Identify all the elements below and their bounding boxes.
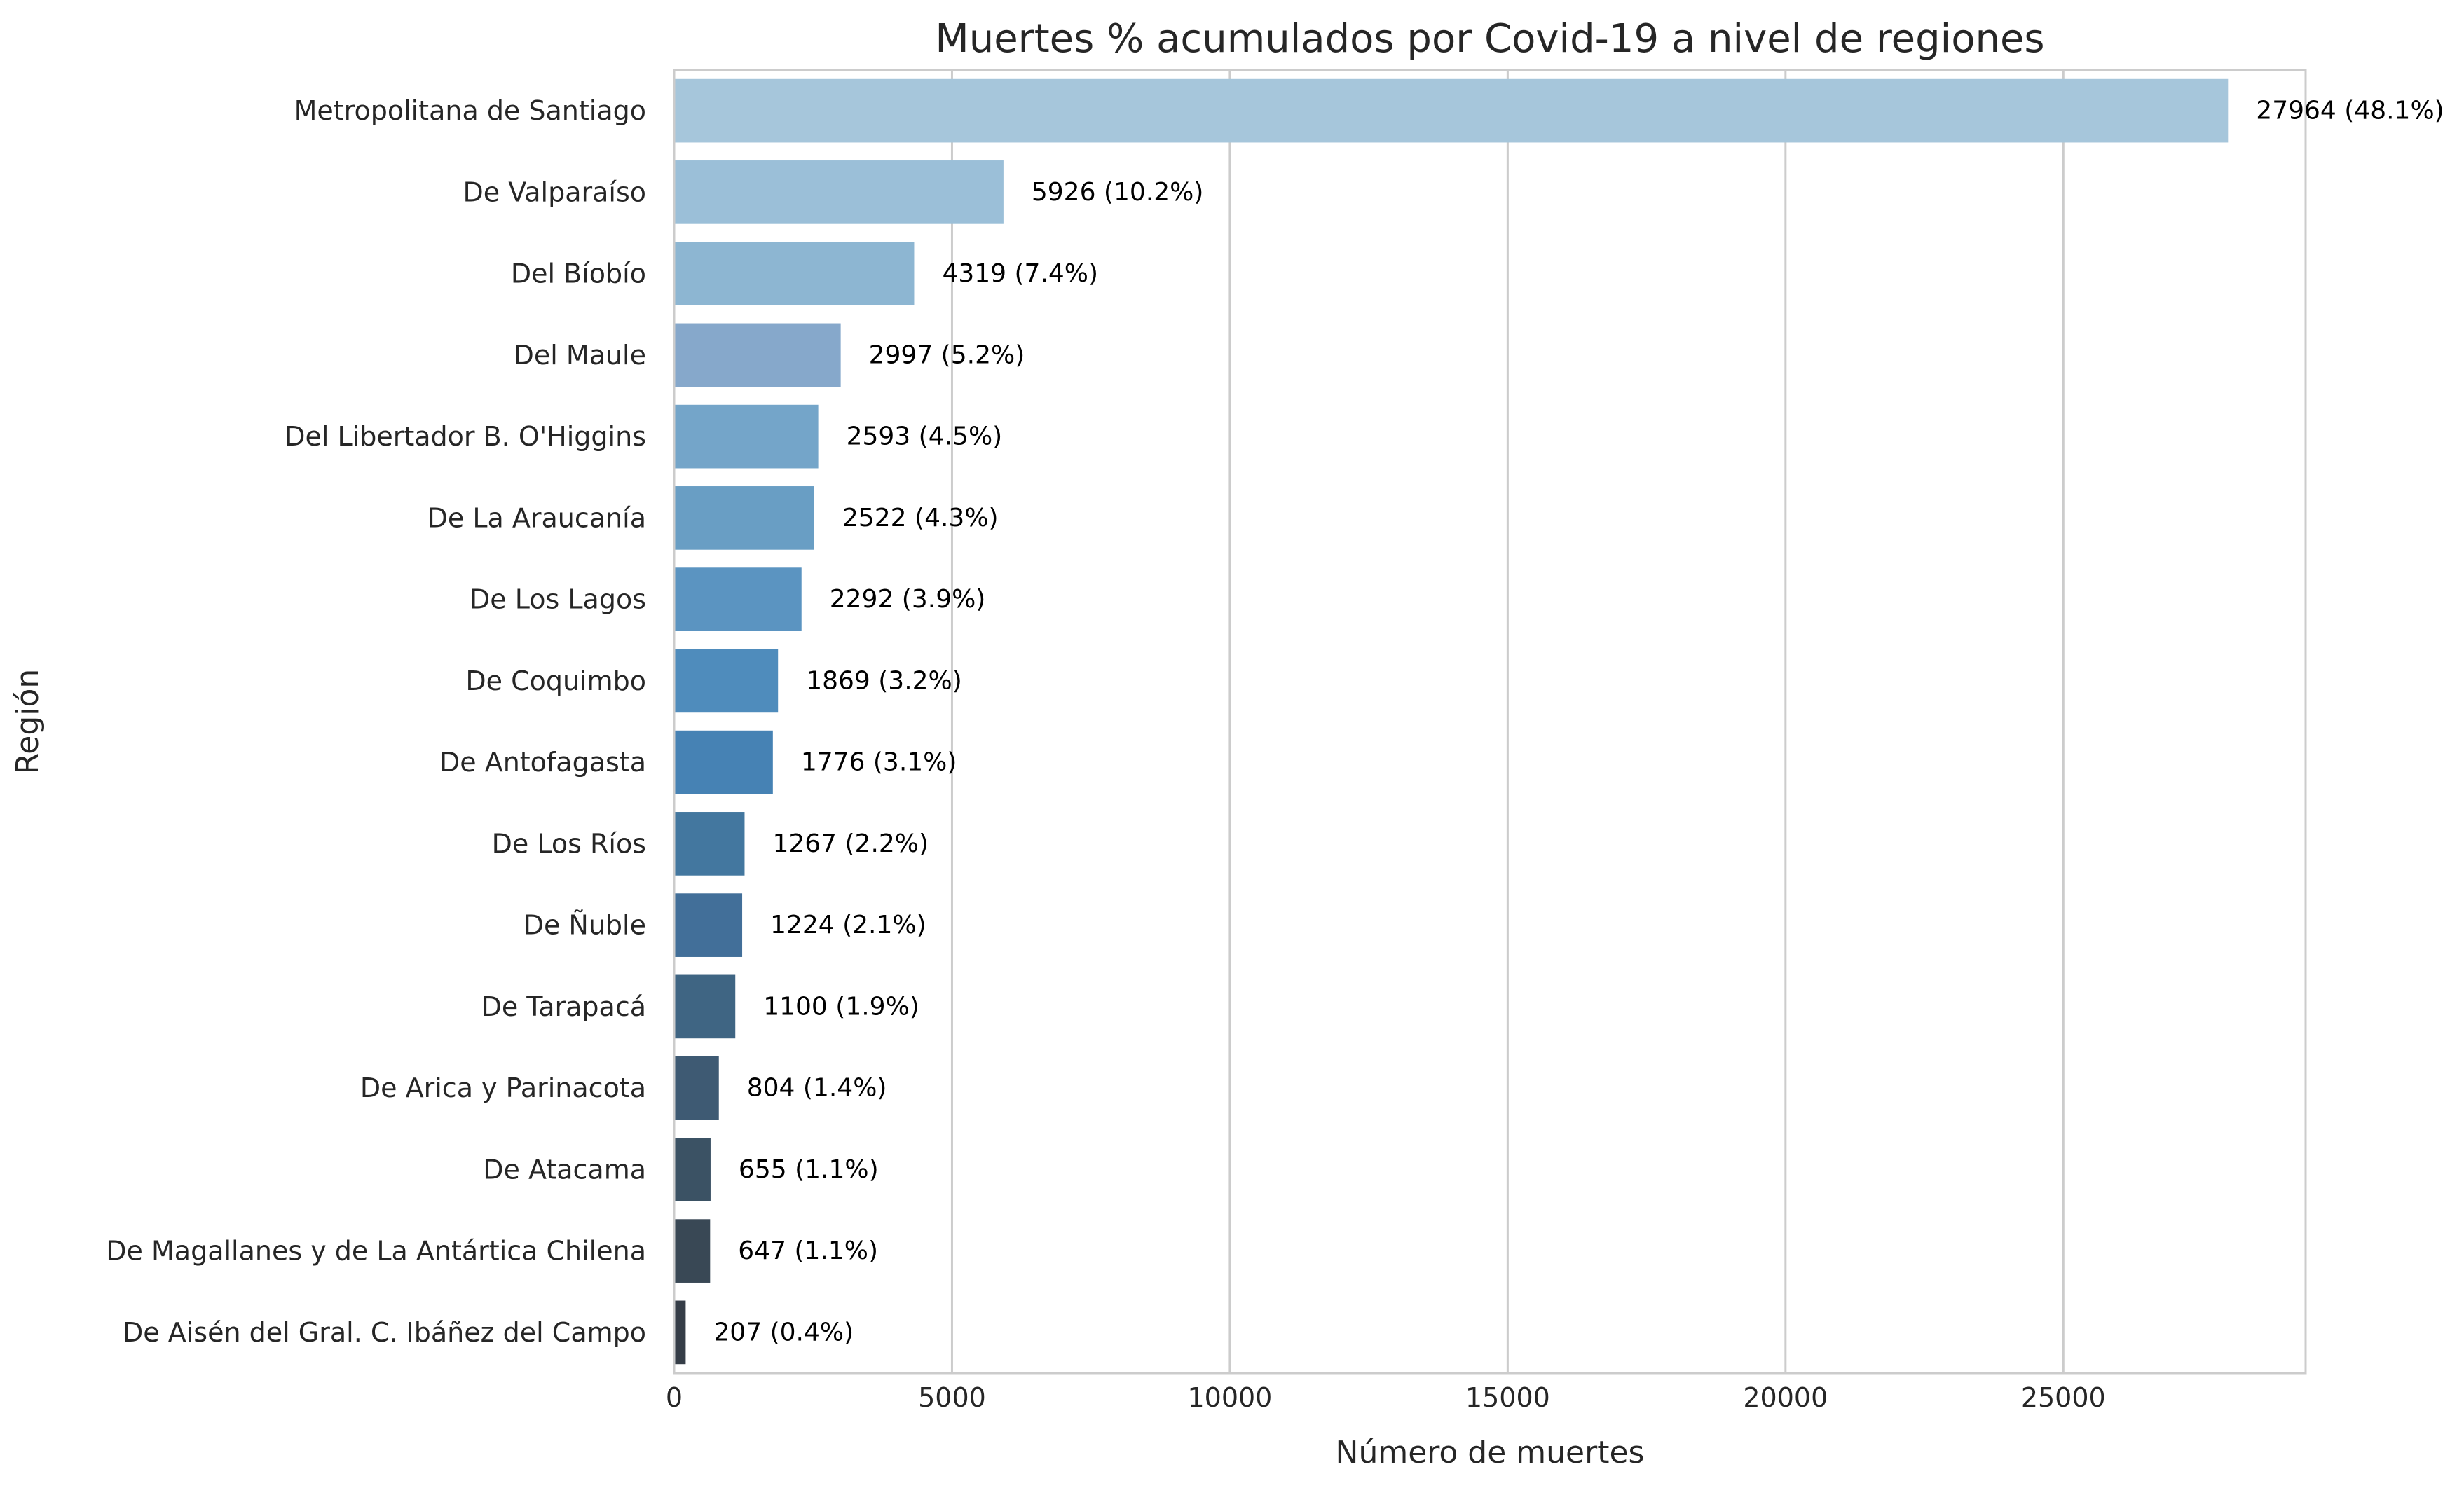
x-tick-label: 10000 — [1187, 1382, 1272, 1413]
chart-title: Muertes % acumulados por Covid-19 a nive… — [935, 16, 2044, 62]
x-tick-label: 15000 — [1465, 1382, 1550, 1413]
data-label: 2292 (3.9%) — [830, 585, 986, 614]
bar — [674, 730, 773, 794]
data-label: 1100 (1.9%) — [763, 992, 919, 1021]
bar — [674, 812, 745, 876]
data-label: 27964 (48.1%) — [2256, 97, 2444, 125]
x-tick-label: 20000 — [1743, 1382, 1828, 1413]
data-label: 1776 (3.1%) — [801, 748, 957, 777]
bar — [674, 1056, 719, 1120]
y-axis-label: Región — [10, 669, 46, 775]
bar — [674, 1138, 711, 1201]
bar — [674, 567, 802, 631]
y-tick-label: De Arica y Parinacota — [360, 1073, 646, 1103]
bar — [674, 486, 814, 550]
data-label: 2593 (4.5%) — [847, 422, 1003, 451]
y-tick-label: De Magallanes y de La Antártica Chilena — [106, 1236, 646, 1267]
bars — [674, 78, 2229, 1365]
y-tick-label: De Coquimbo — [465, 666, 646, 696]
y-tick-label: De Los Lagos — [470, 584, 646, 615]
data-label: 2997 (5.2%) — [869, 340, 1025, 369]
x-tick-label: 5000 — [918, 1382, 986, 1413]
x-axis-label: Número de muertes — [1336, 1435, 1645, 1470]
data-label: 2522 (4.3%) — [842, 504, 999, 532]
bar — [674, 78, 2229, 143]
data-label: 1224 (2.1%) — [770, 911, 926, 939]
bar — [674, 323, 841, 387]
x-tick-labels: 0 5000 10000 15000 20000 25000 — [666, 1382, 2106, 1413]
data-labels: 27964 (48.1%) 5926 (10.2%) 4319 (7.4%) 2997… — [713, 97, 2444, 1347]
data-label: 1869 (3.2%) — [806, 666, 962, 695]
y-tick-label: De La Araucanía — [427, 502, 646, 533]
bar — [674, 1300, 686, 1365]
bar — [674, 1219, 711, 1283]
y-tick-label: De Atacama — [483, 1154, 646, 1185]
data-label: 804 (1.4%) — [747, 1074, 887, 1103]
data-label: 5926 (10.2%) — [1032, 178, 1204, 207]
data-label: 4319 (7.4%) — [942, 259, 1098, 288]
x-tick-label: 25000 — [2021, 1382, 2106, 1413]
bar — [674, 649, 779, 713]
bar — [674, 974, 736, 1039]
y-tick-label: De Ñuble — [523, 910, 646, 941]
plot-frame — [673, 69, 2307, 1375]
data-label: 207 (0.4%) — [713, 1318, 854, 1346]
data-label: 647 (1.1%) — [738, 1236, 878, 1265]
y-tick-label: De Tarapacá — [481, 991, 646, 1022]
y-tick-labels: Metropolitana de Santiago De Valparaíso De… — [106, 95, 646, 1348]
y-tick-label: Del Maule — [514, 340, 646, 371]
y-tick-label: De Valparaíso — [463, 177, 646, 207]
y-tick-label: De Aisén del Gral. C. Ibáñez del Campo — [123, 1317, 646, 1348]
bar — [674, 893, 743, 957]
data-label: 655 (1.1%) — [739, 1155, 879, 1184]
bar — [674, 160, 1004, 224]
y-tick-label: Del Bíobío — [511, 259, 646, 289]
bar — [674, 242, 915, 305]
data-label: 1267 (2.2%) — [772, 829, 929, 858]
x-tick-label: 0 — [666, 1382, 683, 1413]
y-tick-label: De Antofagasta — [439, 747, 646, 778]
y-tick-label: Del Libertador B. O'Higgins — [285, 421, 646, 452]
y-tick-label: Metropolitana de Santiago — [294, 95, 646, 126]
bar — [674, 404, 819, 469]
y-tick-label: De Los Ríos — [492, 828, 646, 859]
